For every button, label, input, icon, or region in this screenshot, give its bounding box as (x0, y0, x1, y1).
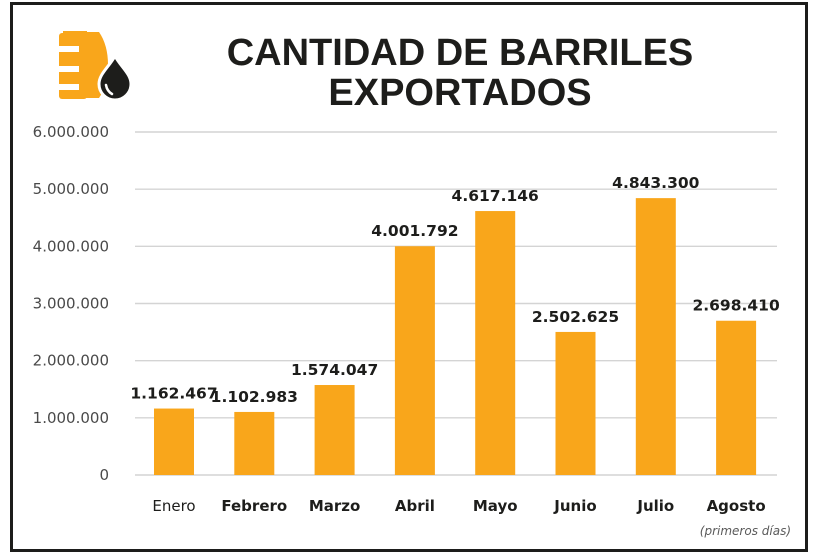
category-label-julio: Julio (636, 497, 674, 515)
bar-febrero (234, 411, 275, 475)
value-label-abril: 4.001.792 (371, 222, 458, 240)
category-label-marzo: Marzo (309, 497, 360, 515)
bar-chart: CANTIDAD DE BARRILES EXPORTADOS 0 1.000.0… (33, 31, 791, 538)
chart-title-line-2: EXPORTADOS (328, 72, 591, 114)
value-label-febrero: 1.102.983 (211, 388, 298, 406)
y-axis-ticks: 0 1.000.000 2.000.000 3.000.000 4.000.000 5.0… (33, 123, 109, 484)
category-label-mayo: Mayo (473, 497, 518, 515)
bar-agosto (716, 320, 757, 475)
category-label-junio: Junio (553, 497, 596, 515)
value-label-enero: 1.162.467 (130, 385, 217, 403)
y-tick-label: 4.000.000 (33, 237, 109, 255)
oil-barrel-icon (59, 31, 133, 102)
value-label-julio: 4.843.300 (612, 174, 699, 192)
chart-title-line-1: CANTIDAD DE BARRILES (227, 32, 694, 74)
value-label-junio: 2.502.625 (532, 308, 619, 326)
x-axis-categories: Enero Febrero Marzo Abril Mayo Junio Julio Agos… (152, 497, 765, 515)
bar-junio (555, 331, 596, 475)
y-tick-label: 3.000.000 (33, 295, 109, 313)
y-tick-label: 0 (99, 466, 109, 484)
category-label-agosto: Agosto (707, 497, 766, 515)
bar-enero (154, 408, 194, 475)
bar-mayo (475, 211, 516, 475)
bar-abril (394, 246, 435, 475)
bars (154, 198, 757, 475)
bar-marzo (314, 385, 355, 475)
category-label-febrero: Febrero (221, 497, 287, 515)
y-tick-label: 1.000.000 (33, 409, 109, 427)
value-label-mayo: 4.617.146 (452, 187, 539, 205)
y-tick-label: 6.000.000 (33, 123, 109, 141)
value-label-agosto: 2.698.410 (692, 297, 779, 315)
chart-frame: CANTIDAD DE BARRILES EXPORTADOS 0 1.000.0… (10, 2, 808, 552)
value-label-marzo: 1.574.047 (291, 361, 378, 379)
bar-julio (635, 198, 676, 475)
y-tick-label: 5.000.000 (33, 180, 109, 198)
category-label-abril: Abril (395, 497, 435, 515)
y-tick-label: 2.000.000 (33, 352, 109, 370)
category-label-enero: Enero (152, 497, 195, 515)
footnote-primeros-dias: (primeros días) (700, 524, 791, 538)
